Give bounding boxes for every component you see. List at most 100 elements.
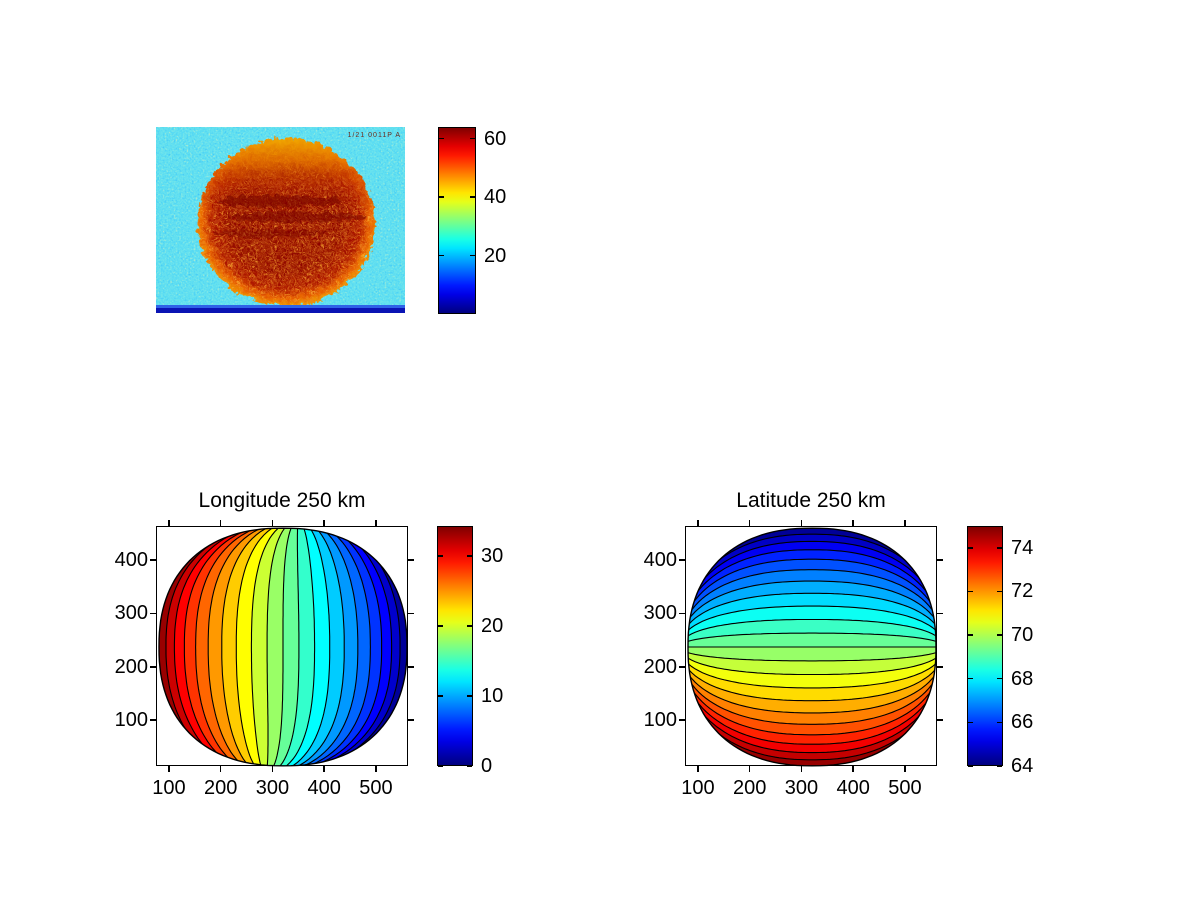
longitude-contour-plot xyxy=(158,527,408,767)
y-tick-mark xyxy=(150,666,156,668)
contour-line xyxy=(266,528,289,766)
contour-band xyxy=(195,528,271,766)
x-tick-mark xyxy=(219,520,222,526)
contour-line xyxy=(290,528,345,766)
contour-line xyxy=(688,670,936,725)
contour-line xyxy=(688,676,936,745)
contour-band xyxy=(688,659,936,701)
contour-band xyxy=(290,528,358,766)
y-tick-label: 100 xyxy=(114,709,148,732)
x-tick-label: 200 xyxy=(203,777,238,799)
contour-band xyxy=(688,663,936,713)
longitude-title: Longitude 250 km xyxy=(198,489,366,512)
contour-band xyxy=(267,528,293,766)
y-tick-mark xyxy=(937,612,943,615)
belt-streak xyxy=(210,227,326,235)
contour-band xyxy=(236,528,284,766)
embedded-annotation: 1/21 0011P A xyxy=(348,132,401,139)
colorbar-tick-label: 10 xyxy=(481,685,504,708)
contour-line xyxy=(301,528,383,766)
contour-line xyxy=(688,680,936,761)
colorbar-tick-mark xyxy=(439,254,444,257)
colorbar-tick-mark xyxy=(997,547,1002,549)
x-tick-mark xyxy=(748,766,751,772)
colorbar-tick-label: 74 xyxy=(1011,536,1034,559)
contour-band xyxy=(688,593,936,635)
contour-band xyxy=(688,569,936,628)
colorbar-tick-mark xyxy=(438,695,443,697)
y-tick-mark xyxy=(679,612,685,615)
contour-band xyxy=(688,647,936,661)
scan-stripe-dark xyxy=(156,308,405,313)
x-tick-mark xyxy=(375,766,377,772)
contour-line xyxy=(688,678,936,754)
contour-bands xyxy=(688,528,936,766)
y-tick-label: 400 xyxy=(114,549,148,572)
colorbar-tick-label: 40 xyxy=(484,186,507,209)
contour-line xyxy=(688,580,936,628)
x-tick-mark xyxy=(852,520,854,526)
colorbar-tick-mark xyxy=(470,254,475,257)
contour-line xyxy=(688,549,936,618)
y-tick-mark xyxy=(408,666,414,668)
latitude-axes xyxy=(685,526,937,767)
y-tick-mark xyxy=(150,612,156,615)
planet-disk xyxy=(195,136,373,304)
colorbar-tick-mark xyxy=(968,677,973,680)
contour-band xyxy=(688,670,936,735)
colorbar-tick-mark xyxy=(997,590,1002,593)
thermal-image: 1/21 0011P A xyxy=(156,127,405,313)
y-tick-mark xyxy=(150,559,156,561)
x-tick-label: 200 xyxy=(732,777,767,799)
contour-line xyxy=(304,528,393,766)
contour-band xyxy=(688,581,936,631)
colorbar-tick-mark xyxy=(968,765,973,767)
longitude-colorbar xyxy=(437,526,473,766)
belt-streak xyxy=(226,210,366,220)
contour-line xyxy=(271,528,294,766)
colorbar-tick-label: 72 xyxy=(1011,580,1034,603)
y-tick-label: 300 xyxy=(114,602,148,625)
x-tick-label: 100 xyxy=(152,777,186,799)
x-tick-mark xyxy=(168,520,170,526)
contour-band xyxy=(286,528,345,766)
colorbar-tick-mark xyxy=(997,634,1002,636)
contour-line xyxy=(688,558,936,621)
belt-streak xyxy=(214,193,338,205)
x-tick-mark xyxy=(697,766,699,772)
x-tick-label: 300 xyxy=(784,777,819,799)
contour-line xyxy=(285,528,331,766)
contour-band xyxy=(221,528,279,766)
contour-band xyxy=(688,655,936,688)
colorbar-tick-mark xyxy=(467,765,472,767)
x-tick-mark xyxy=(323,520,325,526)
y-tick-mark xyxy=(937,666,943,668)
colorbar-tick-label: 60 xyxy=(484,127,507,150)
contour-line xyxy=(195,528,267,766)
contour-line xyxy=(688,533,936,614)
contour-band xyxy=(294,528,371,766)
contour-band xyxy=(276,528,315,766)
contour-line xyxy=(183,528,264,766)
contour-line xyxy=(688,632,936,644)
colorbar-tick-label: 66 xyxy=(1011,711,1034,734)
colorbar-tick-label: 30 xyxy=(481,545,504,568)
contour-band xyxy=(688,619,936,643)
colorbar-tick-mark xyxy=(439,196,444,198)
contour-line xyxy=(688,662,936,702)
colorbar-tick-mark xyxy=(968,634,973,636)
contour-band xyxy=(281,528,330,766)
x-tick-mark xyxy=(271,766,274,772)
y-tick-mark xyxy=(679,666,685,668)
y-tick-label: 100 xyxy=(643,709,677,732)
contour-line xyxy=(235,528,279,766)
contour-band xyxy=(688,666,936,725)
contour-line xyxy=(173,528,261,766)
contour-band xyxy=(251,528,288,766)
contour-line xyxy=(250,528,284,766)
y-tick-mark xyxy=(408,612,414,615)
image-colorbar xyxy=(438,127,476,314)
x-tick-mark xyxy=(852,766,854,772)
contour-line xyxy=(688,666,936,714)
